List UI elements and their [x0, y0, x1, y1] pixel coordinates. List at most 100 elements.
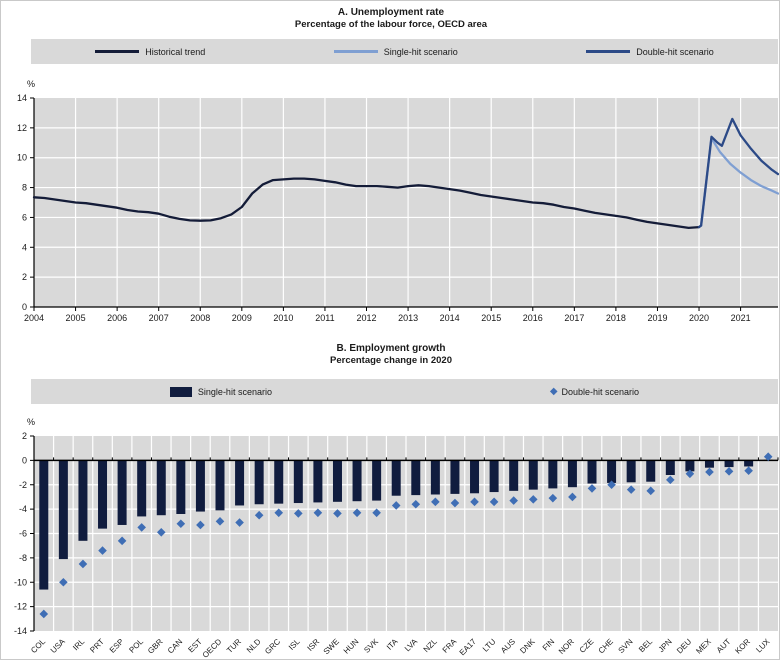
- svg-text:CZE: CZE: [578, 637, 596, 655]
- svg-text:JPN: JPN: [657, 637, 674, 654]
- panel-a-line-chart: 0 2 4 6 8 10 12 14 2004 2005 2006 2007 2008 2009 2010 2…: [17, 79, 779, 323]
- svg-text:2009: 2009: [232, 313, 252, 323]
- svg-text:14: 14: [17, 93, 27, 103]
- svg-text:AUT: AUT: [715, 637, 733, 655]
- svg-text:2013: 2013: [398, 313, 418, 323]
- svg-text:-12: -12: [14, 602, 27, 612]
- svg-text:2015: 2015: [481, 313, 501, 323]
- svg-text:MEX: MEX: [694, 637, 713, 656]
- svg-text:CHE: CHE: [597, 637, 615, 655]
- svg-text:IRL: IRL: [71, 637, 87, 653]
- panel-b-title: B. Employment growth: [336, 343, 446, 354]
- diamond-icon: ◆: [549, 385, 558, 397]
- svg-text:-6: -6: [19, 529, 27, 539]
- svg-text:DEU: DEU: [675, 637, 693, 655]
- svg-text:2014: 2014: [440, 313, 460, 323]
- svg-text:8: 8: [22, 183, 27, 193]
- svg-text:PRT: PRT: [88, 637, 106, 655]
- svg-text:BEL: BEL: [637, 637, 654, 654]
- svg-text:AUS: AUS: [499, 637, 517, 655]
- svg-text:LVA: LVA: [403, 637, 420, 654]
- legend-label: Double-hit scenario: [636, 46, 714, 57]
- svg-text:%: %: [27, 417, 35, 427]
- svg-text:LUX: LUX: [754, 637, 772, 655]
- svg-text:%: %: [27, 79, 35, 89]
- svg-text:12: 12: [17, 123, 27, 133]
- legend-label: Single-hit scenario: [383, 46, 458, 57]
- line-swatch-icon: [586, 50, 631, 53]
- svg-text:NLD: NLD: [245, 637, 263, 655]
- svg-text:2: 2: [22, 272, 27, 282]
- svg-text:2012: 2012: [356, 313, 376, 323]
- svg-text:CAN: CAN: [166, 637, 184, 655]
- svg-text:2010: 2010: [273, 313, 293, 323]
- svg-text:4: 4: [22, 242, 27, 252]
- svg-text:0: 0: [22, 455, 27, 465]
- svg-text:-10: -10: [14, 577, 27, 587]
- svg-text:0: 0: [22, 302, 27, 312]
- svg-text:LTU: LTU: [481, 637, 498, 654]
- svg-text:SVN: SVN: [617, 637, 635, 655]
- bar-swatch-icon: [169, 386, 192, 397]
- svg-text:2005: 2005: [66, 313, 86, 323]
- svg-text:2006: 2006: [107, 313, 127, 323]
- svg-text:HUN: HUN: [342, 637, 361, 656]
- panel-a-legend: Historical trend Single-hit scenario Dou…: [31, 39, 778, 64]
- svg-text:ESP: ESP: [108, 637, 126, 655]
- svg-text:-8: -8: [19, 553, 27, 563]
- svg-text:-2: -2: [19, 480, 27, 490]
- svg-text:10: 10: [17, 153, 27, 163]
- svg-text:COL: COL: [29, 637, 47, 655]
- panel-a-title: A. Unemployment rate: [337, 7, 445, 18]
- svg-text:-4: -4: [19, 504, 27, 514]
- svg-text:SVK: SVK: [362, 637, 380, 655]
- legend-label: Double-hit scenario: [561, 386, 640, 397]
- svg-text:2021: 2021: [731, 313, 751, 323]
- svg-text:-14: -14: [14, 626, 27, 636]
- legend-label: Historical trend: [145, 46, 206, 57]
- svg-text:ITA: ITA: [385, 637, 400, 652]
- legend-item-single-hit: Single-hit scenario: [333, 46, 458, 57]
- svg-text:KOR: KOR: [733, 637, 752, 656]
- svg-text:6: 6: [22, 212, 27, 222]
- svg-text:OECD: OECD: [201, 637, 224, 660]
- legend-item-double-hit-diamond: ◆ Double-hit scenario: [549, 385, 640, 397]
- legend-item-single-hit-bar: Single-hit scenario: [169, 386, 272, 397]
- svg-text:2011: 2011: [315, 313, 334, 323]
- panel-a-title-block: A. Unemployment rate Percentage of the l…: [1, 7, 779, 31]
- panel-b-title-block: B. Employment growth Percentage change i…: [1, 343, 779, 367]
- panel-b-subtitle: Percentage change in 2020: [330, 355, 452, 366]
- svg-text:DNK: DNK: [518, 637, 537, 656]
- svg-text:EA17: EA17: [458, 637, 479, 658]
- svg-text:FIN: FIN: [541, 637, 557, 653]
- svg-text:FRA: FRA: [441, 637, 459, 655]
- svg-text:2018: 2018: [606, 313, 626, 323]
- svg-text:POL: POL: [127, 637, 145, 655]
- svg-text:2020: 2020: [689, 313, 709, 323]
- svg-text:GBR: GBR: [146, 637, 165, 656]
- svg-text:2004: 2004: [24, 313, 44, 323]
- svg-text:2016: 2016: [523, 313, 543, 323]
- svg-text:NZL: NZL: [422, 637, 439, 654]
- svg-text:2019: 2019: [647, 313, 667, 323]
- svg-text:2: 2: [22, 431, 27, 441]
- svg-text:2017: 2017: [564, 313, 584, 323]
- svg-text:ISR: ISR: [306, 637, 322, 653]
- svg-text:USA: USA: [49, 637, 67, 655]
- svg-text:SWE: SWE: [322, 637, 341, 656]
- line-swatch-icon: [333, 50, 378, 53]
- svg-text:ISL: ISL: [287, 637, 302, 652]
- legend-item-double-hit: Double-hit scenario: [586, 47, 714, 57]
- panel-b-bar-chart: 2 0 -2 -4 -6 -8 -10 -12 -14% COL USA IRL PRT ESP POL GB…: [14, 417, 779, 660]
- svg-text:GRC: GRC: [263, 637, 282, 656]
- line-swatch-icon: [95, 50, 140, 53]
- svg-text:2007: 2007: [149, 313, 169, 323]
- panel-b-legend: Single-hit scenario ◆ Double-hit scenari…: [31, 379, 778, 404]
- panel-a-subtitle: Percentage of the labour force, OECD are…: [294, 19, 488, 30]
- svg-text:2008: 2008: [190, 313, 210, 323]
- svg-text:TUR: TUR: [225, 637, 243, 655]
- legend-label: Single-hit scenario: [197, 386, 272, 397]
- legend-item-historical-trend: Historical trend: [95, 47, 205, 57]
- svg-text:NOR: NOR: [557, 637, 576, 656]
